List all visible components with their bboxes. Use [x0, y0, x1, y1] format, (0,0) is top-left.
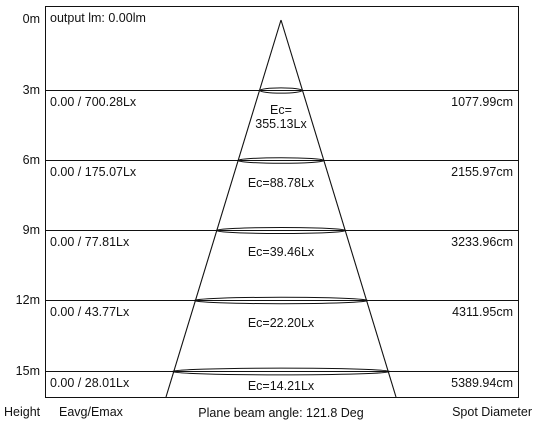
center-illuminance-3m-line2: 355.13Lx: [255, 117, 307, 131]
spot-diameter-15m: 5389.94cm: [451, 376, 513, 390]
center-illuminance-12m: Ec=22.20Lx: [247, 316, 315, 330]
spot-ellipse-3m: [259, 87, 303, 94]
beam-edge-left: [165, 19, 282, 398]
eavg-emax-12m: 0.00 / 43.77Lx: [50, 305, 130, 319]
eavg-emax-3m: 0.00 / 700.28Lx: [50, 95, 137, 109]
spot-ellipse-12m: [193, 296, 369, 305]
spot-diameter-6m: 2155.97cm: [451, 165, 513, 179]
spot-diameter-12m: 4311.95cm: [452, 305, 513, 319]
center-illuminance-3m-line1: Ec=: [270, 103, 292, 117]
spot-ellipse-15m: [171, 367, 391, 376]
beam-edge-right: [280, 19, 397, 398]
spot-ellipse-9m: [215, 227, 347, 234]
eavg-emax-9m: 0.00 / 77.81Lx: [50, 235, 130, 249]
height-label-0m: 0m: [22, 12, 40, 26]
eavg-emax-15m: 0.00 / 28.01Lx: [50, 376, 130, 390]
height-label-6m: 6m: [22, 153, 40, 167]
footer-height-label: Height: [4, 405, 41, 419]
footer-spot-diameter-label: Spot Diameter: [452, 405, 532, 419]
eavg-emax-6m: 0.00 / 175.07Lx: [50, 165, 137, 179]
footer-eavg-emax-label: Eavg/Emax: [59, 405, 123, 419]
height-label-3m: 3m: [22, 83, 40, 97]
output-lumen-text: output lm: 0.00lm: [50, 11, 146, 25]
footer-beam-angle: Plane beam angle: 121.8 Deg: [198, 406, 364, 420]
height-label-12m: 12m: [15, 293, 40, 307]
center-illuminance-9m: Ec=39.46Lx: [247, 245, 315, 259]
center-illuminance-15m: Ec=14.21Lx: [247, 379, 315, 393]
height-label-15m: 15m: [15, 364, 40, 378]
center-illuminance-6m: Ec=88.78Lx: [247, 176, 315, 190]
spot-diameter-9m: 3233.96cm: [451, 235, 513, 249]
height-label-9m: 9m: [22, 223, 40, 237]
spot-diameter-3m: 1077.99cm: [451, 95, 513, 109]
diagram-frame: [45, 6, 519, 398]
spot-ellipse-6m: [237, 157, 325, 164]
